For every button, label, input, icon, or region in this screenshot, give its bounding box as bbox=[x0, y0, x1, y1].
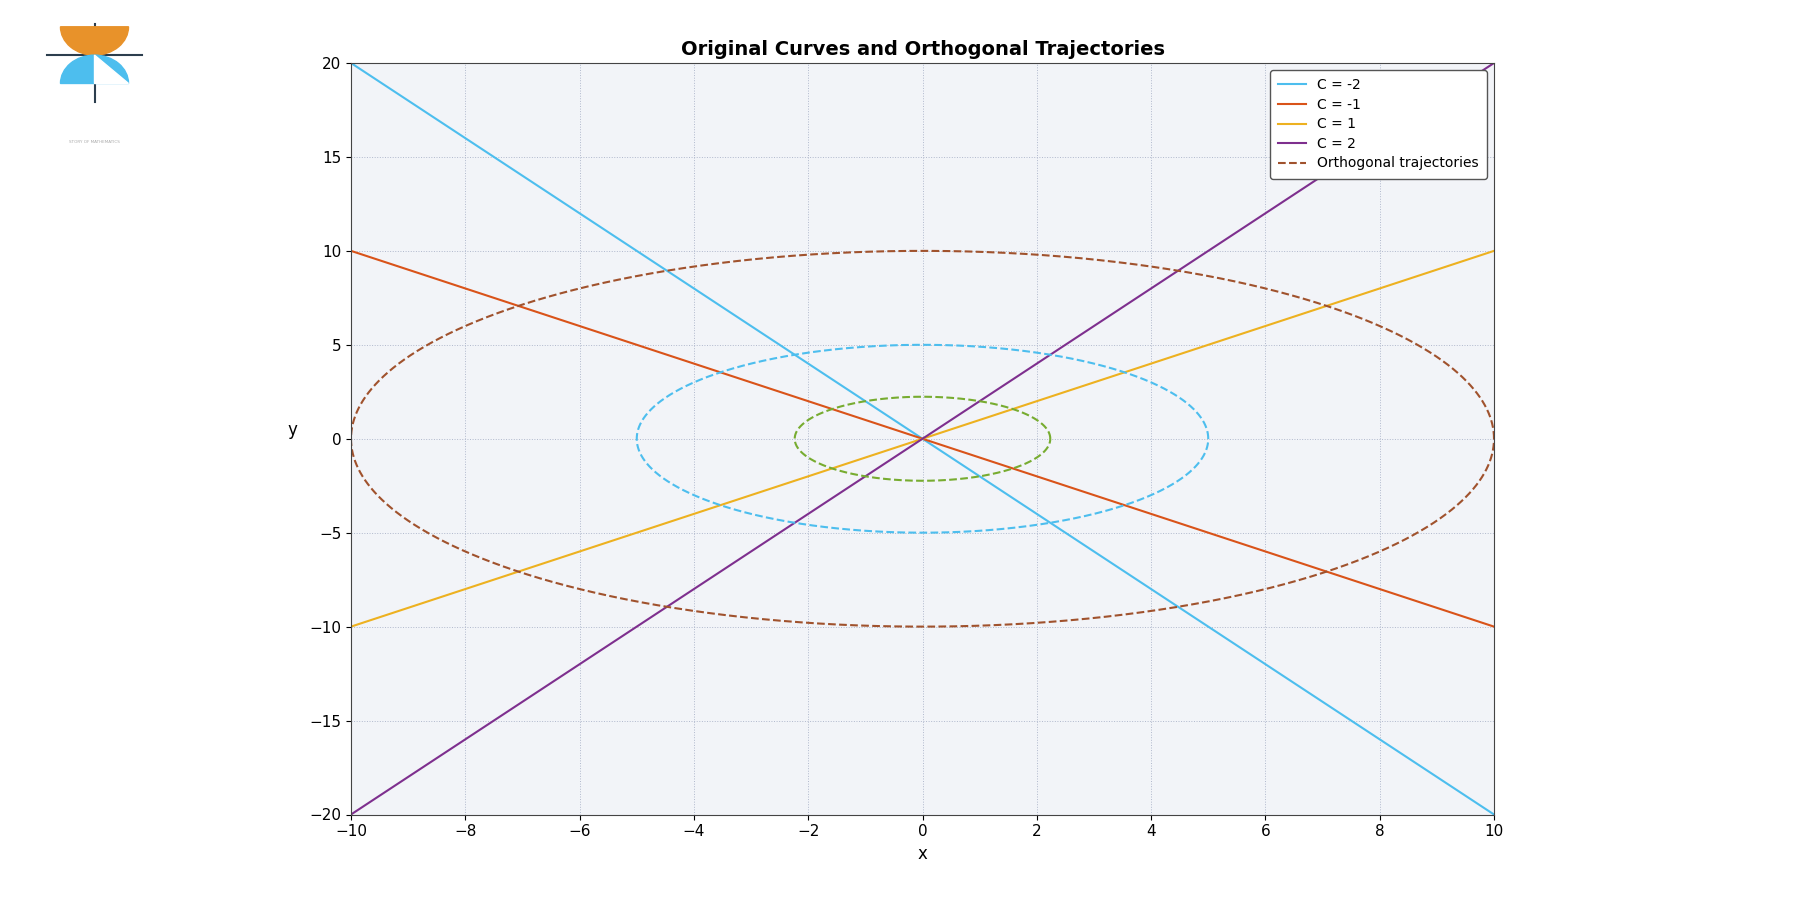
C = 1 bbox=[803, 469, 824, 480]
C = -1 bbox=[844, 411, 866, 422]
Polygon shape bbox=[95, 55, 128, 84]
Title: Original Curves and Orthogonal Trajectories: Original Curves and Orthogonal Trajector… bbox=[680, 40, 1165, 58]
Orthogonal trajectories bbox=[1163, 602, 1184, 613]
Text: STORY OF MATHEMATICS: STORY OF MATHEMATICS bbox=[68, 140, 121, 144]
Orthogonal trajectories bbox=[1483, 434, 1505, 445]
Y-axis label: y: y bbox=[288, 421, 297, 439]
C = 2 bbox=[844, 478, 866, 489]
Orthogonal trajectories bbox=[911, 621, 932, 632]
Legend: C = -2, C = -1, C = 1, C = 2, Orthogonal trajectories: C = -2, C = -1, C = 1, C = 2, Orthogonal… bbox=[1269, 70, 1487, 179]
Text: SOM: SOM bbox=[76, 111, 113, 126]
C = 1 bbox=[1125, 364, 1147, 374]
C = -2 bbox=[844, 389, 866, 400]
C = 2 bbox=[1231, 223, 1253, 234]
Line: C = 2: C = 2 bbox=[351, 63, 1494, 814]
C = -2 bbox=[1231, 644, 1253, 654]
C = 2 bbox=[1483, 58, 1505, 68]
C = 2 bbox=[1125, 293, 1147, 304]
C = -2 bbox=[457, 134, 479, 145]
C = -1 bbox=[457, 284, 479, 294]
C = 1 bbox=[1231, 328, 1253, 339]
Orthogonal trajectories bbox=[450, 544, 472, 554]
C = -2 bbox=[1483, 809, 1505, 820]
Orthogonal trajectories bbox=[1483, 434, 1505, 445]
C = 2 bbox=[457, 733, 479, 743]
C = -1 bbox=[803, 398, 824, 409]
C = 2 bbox=[803, 505, 824, 516]
C = 1 bbox=[1483, 246, 1505, 256]
C = -1 bbox=[1483, 621, 1505, 632]
C = -1 bbox=[1253, 545, 1274, 556]
C = -1 bbox=[340, 246, 362, 256]
C = 1 bbox=[457, 583, 479, 594]
Line: C = -2: C = -2 bbox=[351, 63, 1494, 814]
C = 1 bbox=[1253, 321, 1274, 332]
X-axis label: x: x bbox=[918, 845, 927, 863]
Orthogonal trajectories bbox=[898, 621, 920, 632]
C = -2 bbox=[340, 58, 362, 68]
C = -1 bbox=[1231, 538, 1253, 549]
C = 1 bbox=[340, 621, 362, 632]
C = -2 bbox=[803, 362, 824, 373]
Line: C = 1: C = 1 bbox=[351, 251, 1494, 626]
Orthogonal trajectories bbox=[1150, 263, 1172, 274]
C = 2 bbox=[1253, 210, 1274, 220]
Orthogonal trajectories bbox=[578, 586, 599, 597]
C = -2 bbox=[1125, 573, 1147, 584]
Wedge shape bbox=[61, 27, 128, 55]
C = 1 bbox=[844, 455, 866, 466]
Polygon shape bbox=[61, 27, 95, 55]
C = 2 bbox=[340, 809, 362, 820]
Line: C = -1: C = -1 bbox=[351, 251, 1494, 626]
C = -2 bbox=[1253, 657, 1274, 668]
C = -1 bbox=[1125, 503, 1147, 514]
Orthogonal trajectories bbox=[490, 307, 511, 318]
Orthogonal trajectories bbox=[911, 246, 932, 256]
Line: Orthogonal trajectories: Orthogonal trajectories bbox=[351, 251, 1494, 626]
Wedge shape bbox=[61, 55, 128, 84]
